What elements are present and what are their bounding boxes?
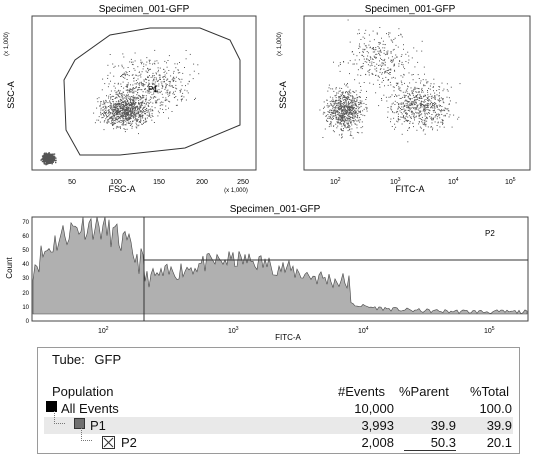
events-value: 2,008	[361, 435, 394, 450]
svg-text:20: 20	[22, 291, 29, 297]
parent-value: 39.9	[430, 418, 456, 433]
population-table: Tube: GFP Population #Events %Parent %To…	[37, 347, 520, 454]
svg-text:50: 50	[22, 248, 29, 254]
plots-canvas: Specimen_001-GFP P1 SSC-A (x 1,000) 50 1…	[4, 4, 531, 342]
tube-name: GFP	[94, 352, 122, 367]
col-header-events: #Events	[338, 384, 385, 399]
scatter-fsc-xtick: 150	[153, 179, 165, 186]
scatter-fitc-xlabel: FITC-A	[396, 184, 425, 194]
table-row[interactable]: All Events 10,000 100.0	[44, 400, 513, 417]
svg-text:104: 104	[358, 326, 369, 335]
svg-text:104: 104	[448, 177, 459, 186]
scatter-fsc-xtick: 250	[237, 179, 249, 186]
scatter-fitc-xticks: 102 103 104 105	[330, 177, 516, 186]
tree-connector	[81, 428, 92, 441]
svg-text:105: 105	[484, 326, 495, 335]
population-color-swatch	[102, 436, 115, 449]
p1-gate-polygon[interactable]	[63, 27, 241, 156]
col-header-total: %Total	[470, 384, 510, 399]
total-value: 20.1	[486, 435, 512, 450]
p2-gate-label: P2	[485, 229, 495, 238]
svg-text:102: 102	[98, 326, 109, 335]
svg-text:60: 60	[22, 234, 29, 240]
scatter-fsc-frame	[31, 15, 257, 171]
svg-text:105: 105	[505, 177, 516, 186]
scatter-fsc-x-multiplier: (x 1,000)	[224, 188, 248, 194]
events-value: 3,993	[361, 418, 394, 433]
cross-icon	[103, 437, 114, 448]
scatter-fitc-ylabel: SSC-A	[278, 81, 288, 109]
histogram-area	[32, 216, 528, 315]
population-color-swatch	[46, 401, 57, 412]
population-name: P2	[121, 435, 137, 450]
scatter-fsc-ylabel: SSC-A	[6, 81, 16, 109]
total-value: 39.9	[486, 418, 512, 433]
population-name: All Events	[61, 401, 119, 416]
svg-text:103: 103	[390, 177, 401, 186]
svg-text:30: 30	[22, 276, 29, 282]
scatter-fsc-title: Specimen_001-GFP	[99, 4, 190, 15]
svg-text:102: 102	[330, 177, 341, 186]
population-color-swatch	[74, 418, 85, 429]
scatter-fsc-dots	[40, 49, 200, 166]
table-row[interactable]: P2 2,008 50.3 20.1	[44, 428, 513, 451]
histogram-ylabel: Count	[5, 257, 14, 279]
svg-text:0: 0	[26, 319, 30, 325]
svg-text:40: 40	[22, 262, 29, 268]
col-header-parent: %Parent	[399, 384, 449, 399]
table-row[interactable]: P1 3,993 39.9 39.9	[44, 411, 513, 434]
tree-connector	[54, 411, 65, 424]
col-header-population: Population	[52, 384, 114, 399]
scatter-fitc-dots	[319, 19, 461, 143]
tube-heading: Tube: GFP	[52, 352, 122, 367]
scatter-fitc-title: Specimen_001-GFP	[365, 4, 456, 15]
population-name: P1	[90, 418, 106, 433]
svg-text:103: 103	[228, 326, 239, 335]
scatter-fsc-y-multiplier: (x 1,000)	[4, 32, 10, 56]
scatter-fitc-y-multiplier: (x 1,000)	[277, 32, 283, 56]
scatter-fsc-xtick: 50	[68, 179, 76, 186]
histogram-yticks: 0 10 20 30 40 50 60 70	[22, 220, 29, 325]
total-value: 100.0	[479, 401, 512, 416]
scatter-fsc-xtick: 200	[196, 179, 208, 186]
histogram-xlabel: FITC-A	[275, 333, 301, 342]
histogram-xticks: 102 103 104 105	[98, 326, 495, 335]
histogram-title: Specimen_001-GFP	[230, 204, 321, 215]
scatter-fsc-xlabel: FSC-A	[109, 184, 136, 194]
p1-gate-label: P1	[148, 85, 158, 94]
svg-text:10: 10	[22, 305, 29, 311]
scatter-fsc-xtick: 100	[110, 179, 122, 186]
svg-text:70: 70	[22, 220, 29, 226]
parent-value: 50.3	[404, 435, 456, 451]
events-value: 10,000	[354, 401, 394, 416]
